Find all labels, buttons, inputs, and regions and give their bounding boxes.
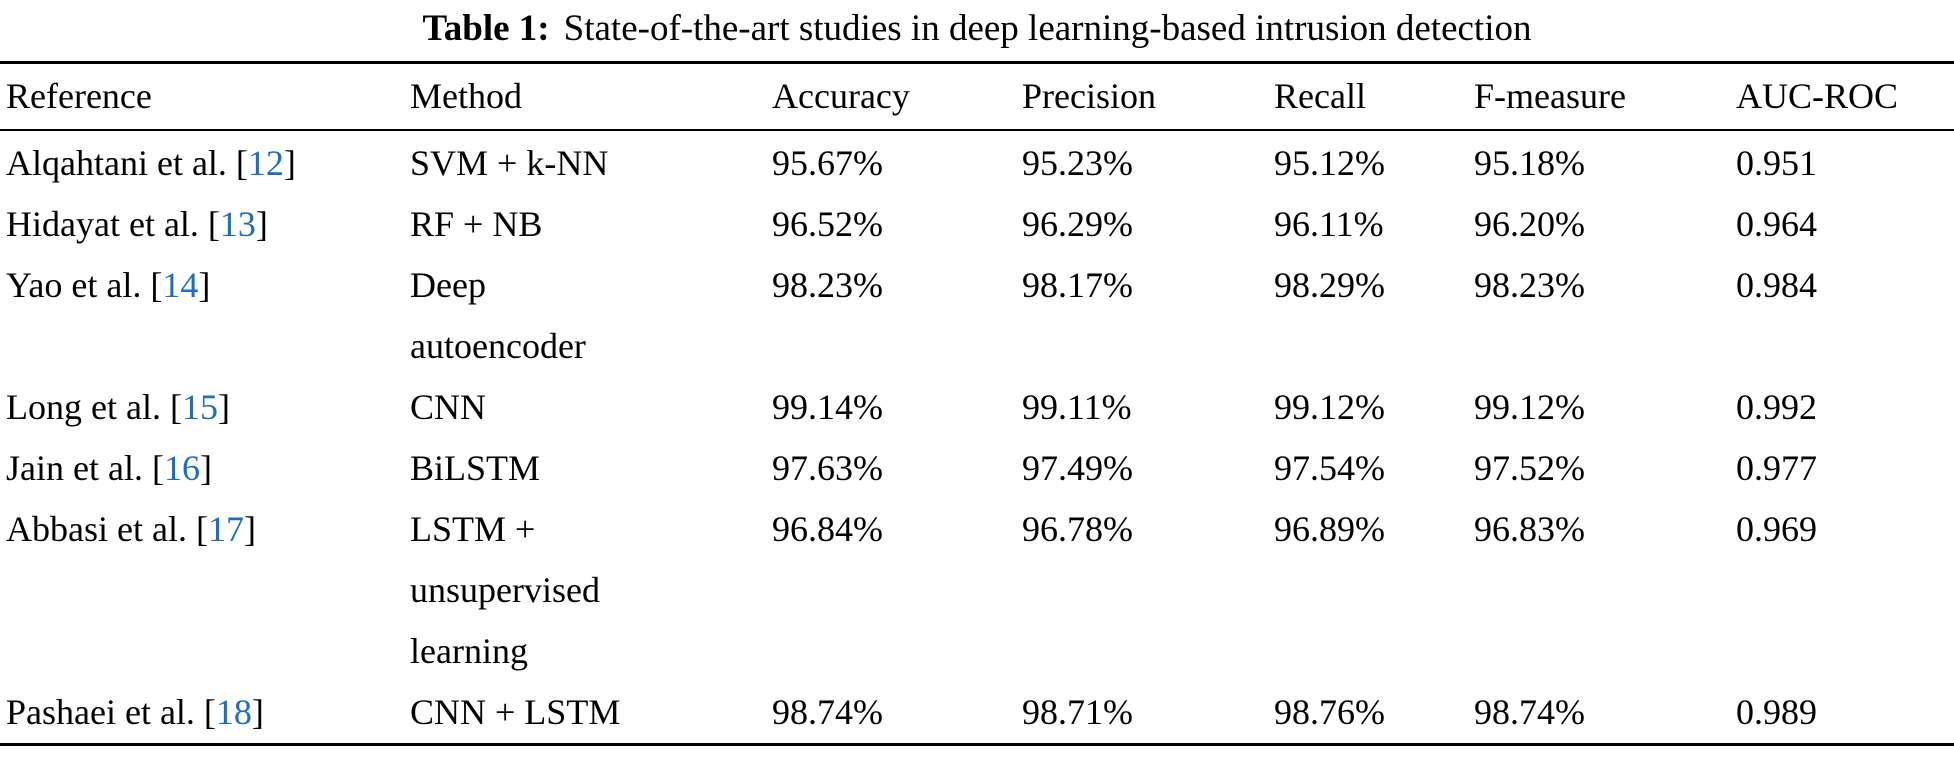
table-caption-text: State-of-the-art studies in deep learnin… bbox=[563, 8, 1532, 49]
auc-roc-cell: 0.969 bbox=[1736, 509, 1817, 549]
header-row: Reference Method Accuracy Precision Reca… bbox=[0, 62, 1954, 130]
table-caption: Table 1: State-of-the-art studies in deep… bbox=[0, 0, 1954, 52]
method-line: CNN bbox=[410, 387, 487, 427]
precision-cell: 95.23% bbox=[1022, 143, 1133, 183]
auc-roc-cell: 0.977 bbox=[1736, 448, 1817, 488]
reference-cell: Yao et al. [14] bbox=[6, 265, 211, 305]
method-line: CNN + LSTM bbox=[410, 692, 621, 732]
method-line: SVM + k-NN bbox=[410, 143, 609, 183]
col-header-accuracy: Accuracy bbox=[772, 76, 910, 116]
accuracy-cell: 95.67% bbox=[772, 143, 883, 183]
precision-cell: 98.71% bbox=[1022, 692, 1133, 732]
accuracy-cell: 97.63% bbox=[772, 448, 883, 488]
accuracy-cell: 98.23% bbox=[772, 265, 883, 305]
col-header-reference: Reference bbox=[6, 76, 152, 116]
auc-roc-cell: 0.989 bbox=[1736, 692, 1817, 732]
reference-cell: Abbasi et al. [17] bbox=[6, 509, 256, 549]
method-cell: SVM + k-NN bbox=[404, 130, 766, 194]
accuracy-cell: 96.84% bbox=[772, 509, 883, 549]
recall-cell: 96.89% bbox=[1274, 509, 1385, 549]
f-measure-cell: 97.52% bbox=[1474, 448, 1585, 488]
precision-cell: 96.29% bbox=[1022, 204, 1133, 244]
recall-cell: 98.29% bbox=[1274, 265, 1385, 305]
auc-roc-cell: 0.964 bbox=[1736, 204, 1817, 244]
table-body: Alqahtani et al. [12] SVM + k-NN 95.67% 95.… bbox=[0, 130, 1954, 745]
recall-cell: 99.12% bbox=[1274, 387, 1385, 427]
col-header-precision: Precision bbox=[1022, 76, 1156, 116]
table-row: Yao et al. [14] Deep autoencoder 98.23% 98.1… bbox=[0, 255, 1954, 377]
col-header-method: Method bbox=[410, 76, 522, 116]
f-measure-cell: 96.83% bbox=[1474, 509, 1585, 549]
table-row: Abbasi et al. [17] LSTM + unsupervised lear… bbox=[0, 499, 1954, 682]
reference-cell: Alqahtani et al. [12] bbox=[6, 143, 296, 183]
citation-link[interactable]: 13 bbox=[219, 204, 256, 244]
precision-cell: 96.78% bbox=[1022, 509, 1133, 549]
table-row: Hidayat et al. [13] RF + NB 96.52% 96.29% 96… bbox=[0, 194, 1954, 255]
recall-cell: 98.76% bbox=[1274, 692, 1385, 732]
col-header-f-measure: F-measure bbox=[1474, 76, 1626, 116]
f-measure-cell: 96.20% bbox=[1474, 204, 1585, 244]
auc-roc-cell: 0.951 bbox=[1736, 143, 1817, 183]
reference-cell: Jain et al. [16] bbox=[6, 448, 212, 488]
table-row: Jain et al. [16] BiLSTM 97.63% 97.49% 97.54%… bbox=[0, 438, 1954, 499]
citation-link[interactable]: 16 bbox=[163, 448, 200, 488]
f-measure-cell: 98.74% bbox=[1474, 692, 1585, 732]
recall-cell: 96.11% bbox=[1274, 204, 1384, 244]
method-line: unsupervised bbox=[410, 570, 600, 610]
recall-cell: 97.54% bbox=[1274, 448, 1385, 488]
precision-cell: 98.17% bbox=[1022, 265, 1133, 305]
f-measure-cell: 99.12% bbox=[1474, 387, 1585, 427]
method-cell: CNN bbox=[404, 377, 766, 438]
results-table: Reference Method Accuracy Precision Reca… bbox=[0, 61, 1954, 746]
recall-cell: 95.12% bbox=[1274, 143, 1385, 183]
method-line: Deep bbox=[410, 265, 486, 305]
precision-cell: 97.49% bbox=[1022, 448, 1133, 488]
method-line: learning bbox=[410, 631, 528, 671]
accuracy-cell: 99.14% bbox=[772, 387, 883, 427]
method-cell: RF + NB bbox=[404, 194, 766, 255]
table-row: Long et al. [15] CNN 99.14% 99.11% 99.12% 99.… bbox=[0, 377, 1954, 438]
reference-cell: Long et al. [15] bbox=[6, 387, 230, 427]
col-header-recall: Recall bbox=[1274, 76, 1366, 116]
method-line: BiLSTM bbox=[410, 448, 541, 488]
reference-cell: Pashaei et al. [18] bbox=[6, 692, 264, 732]
citation-link[interactable]: 17 bbox=[207, 509, 244, 549]
auc-roc-cell: 0.984 bbox=[1736, 265, 1817, 305]
f-measure-cell: 98.23% bbox=[1474, 265, 1585, 305]
method-cell: LSTM + unsupervised learning bbox=[404, 499, 766, 682]
col-header-auc-roc: AUC-ROC bbox=[1736, 76, 1899, 116]
citation-link[interactable]: 18 bbox=[215, 692, 252, 732]
citation-link[interactable]: 15 bbox=[181, 387, 218, 427]
citation-link[interactable]: 12 bbox=[247, 143, 284, 183]
method-line: LSTM + bbox=[410, 509, 536, 549]
precision-cell: 99.11% bbox=[1022, 387, 1132, 427]
f-measure-cell: 95.18% bbox=[1474, 143, 1585, 183]
table-row: Pashaei et al. [18] CNN + LSTM 98.74% 98.71… bbox=[0, 682, 1954, 745]
method-line: autoencoder bbox=[410, 326, 586, 366]
accuracy-cell: 98.74% bbox=[772, 692, 883, 732]
table-row: Alqahtani et al. [12] SVM + k-NN 95.67% 95.… bbox=[0, 130, 1954, 194]
method-cell: Deep autoencoder bbox=[404, 255, 766, 377]
reference-cell: Hidayat et al. [13] bbox=[6, 204, 268, 244]
auc-roc-cell: 0.992 bbox=[1736, 387, 1817, 427]
table-caption-label: Table 1: bbox=[422, 8, 550, 49]
accuracy-cell: 96.52% bbox=[772, 204, 883, 244]
method-cell: CNN + LSTM bbox=[404, 682, 766, 745]
method-line: RF + NB bbox=[410, 204, 543, 244]
citation-link[interactable]: 14 bbox=[162, 265, 199, 305]
method-cell: BiLSTM bbox=[404, 438, 766, 499]
